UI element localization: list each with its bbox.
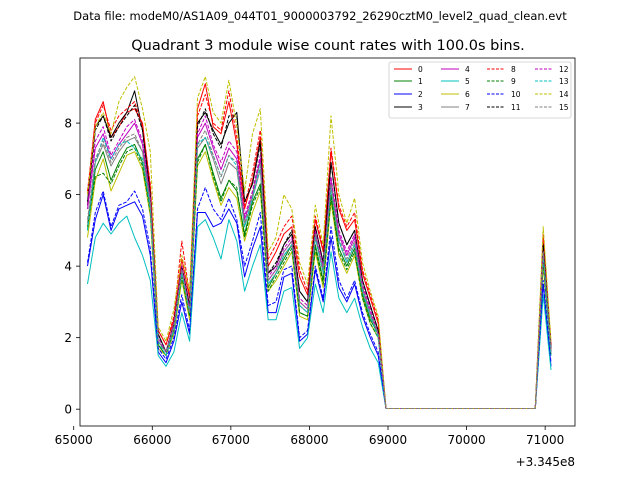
legend-label-11: 11 — [511, 103, 521, 112]
series-line-0 — [87, 83, 552, 409]
series-line-11 — [87, 104, 552, 409]
y-tick-label: 4 — [64, 260, 72, 274]
x-offset-text: +3.345e8 — [516, 455, 575, 469]
plot-area: 65000 66000 67000 68000 69000 70000 71000 0 2 4 6… — [55, 57, 576, 469]
x-tick-label: 69000 — [369, 433, 407, 447]
y-tick-label: 8 — [64, 117, 72, 131]
y-tick-label: 0 — [64, 403, 72, 417]
axes-frame — [79, 57, 576, 427]
legend-label-0: 0 — [418, 65, 423, 74]
x-tick-label: 70000 — [447, 433, 485, 447]
series-line-8 — [87, 90, 552, 409]
legend-label-14: 14 — [559, 90, 569, 99]
legend-label-15: 15 — [559, 103, 569, 112]
legend-label-1: 1 — [418, 77, 423, 86]
series-group — [87, 76, 552, 409]
legend-label-4: 4 — [465, 65, 470, 74]
y-tick-label: 2 — [64, 331, 72, 345]
legend-label-5: 5 — [465, 77, 470, 86]
y-axis: 0 2 4 6 8 — [64, 117, 80, 417]
series-line-14 — [87, 76, 552, 409]
series-line-5 — [87, 215, 552, 409]
legend-box — [388, 61, 572, 119]
suptitle: Data file: modeM0/AS1A09_044T01_90000037… — [73, 9, 567, 23]
series-line-1 — [87, 144, 552, 409]
legend-label-3: 3 — [418, 103, 423, 112]
legend-label-2: 2 — [418, 90, 423, 99]
x-tick-label: 71000 — [526, 433, 564, 447]
x-tick-label: 67000 — [212, 433, 250, 447]
legend-label-12: 12 — [559, 65, 569, 74]
series-line-2 — [87, 194, 552, 409]
x-tick-label: 66000 — [133, 433, 171, 447]
legend-label-10: 10 — [511, 90, 521, 99]
legend-label-7: 7 — [465, 103, 470, 112]
series-line-15 — [87, 129, 552, 409]
legend-label-9: 9 — [511, 77, 516, 86]
series-line-6 — [87, 151, 552, 409]
legend-label-8: 8 — [511, 65, 516, 74]
legend-label-6: 6 — [465, 90, 470, 99]
x-tick-label: 68000 — [290, 433, 328, 447]
chart-title: Quadrant 3 module wise count rates with … — [131, 38, 525, 54]
series-line-10 — [87, 187, 552, 409]
x-axis: 65000 66000 67000 68000 69000 70000 71000 — [55, 426, 564, 447]
series-line-13 — [87, 136, 552, 409]
legend-label-13: 13 — [559, 77, 569, 86]
series-line-12 — [87, 115, 552, 409]
y-tick-label: 6 — [64, 188, 72, 202]
x-tick-label: 65000 — [55, 433, 93, 447]
series-line-9 — [87, 144, 552, 409]
